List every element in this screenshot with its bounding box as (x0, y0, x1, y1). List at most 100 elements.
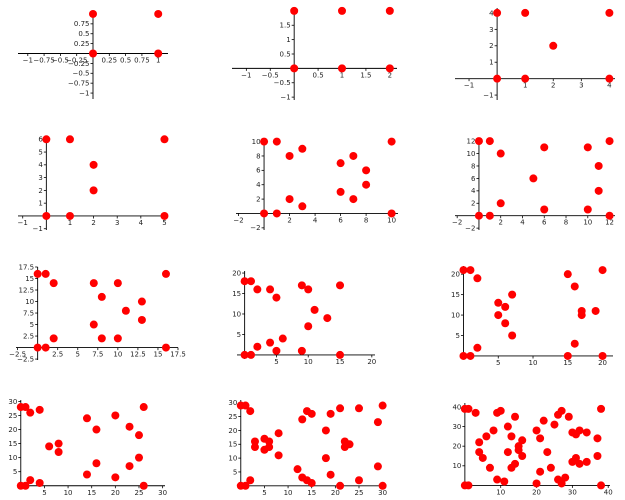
panel-3-data-point (549, 41, 558, 50)
panel-11-data-point (241, 481, 250, 490)
panel-10-y-tick-label: 5 (13, 468, 17, 476)
panel-7-x-tick-label: 5 (76, 351, 80, 359)
panel-6-data-point (474, 137, 483, 146)
panel-12-data-point (597, 404, 606, 413)
panel-8-data-point (253, 285, 262, 294)
panel-11-data-point (354, 404, 363, 413)
panel-3-y-tick-label: 3 (489, 26, 493, 34)
panel-10-data-point (26, 408, 35, 417)
panel-6-x-tick-label: 12 (605, 219, 614, 227)
panel-11-x-tick-label: 10 (284, 489, 293, 497)
panel-4-x-tick-label: −1 (18, 219, 28, 227)
panel-9-data-point (459, 266, 468, 275)
panel-4-data-point (42, 135, 51, 144)
panel-12-data-point (561, 473, 570, 482)
panel-1-y-tick-label: −0.5 (73, 70, 90, 78)
panel-6-y-tick-label: 2 (471, 200, 475, 208)
panel-10-data-point (92, 425, 101, 434)
panel-6-y-tick-label: 10 (467, 150, 476, 158)
panel-7-data-point (49, 334, 58, 343)
panel-12-data-point (475, 438, 484, 447)
panel-4-y-tick-label: 4 (38, 161, 43, 169)
panel-9-y-tick-label: 20 (451, 271, 460, 279)
panel-5-data-point (387, 137, 396, 146)
panel-6-data-point (594, 186, 603, 195)
panel-10-x-tick-label: 20 (111, 489, 120, 497)
panel-10-y-tick-label: 30 (8, 398, 17, 406)
panel-11-data-point (336, 481, 345, 490)
panel-12-x-tick-label: 40 (604, 488, 613, 496)
panel-12-data-point (564, 412, 573, 421)
panel-5-x-tick-label: 10 (387, 216, 396, 224)
panel-1-y-tick-label: −0.75 (68, 80, 89, 88)
panel-9-y-tick-label: 5 (456, 332, 460, 340)
panel-12-data-point (539, 416, 548, 425)
panel-6-y-tick-label: −2 (465, 225, 475, 233)
panel-12-data-point (485, 463, 494, 472)
panel-8-data-point (297, 346, 306, 355)
panel-4-y-tick-label: 2 (38, 187, 42, 195)
panel-3-x-tick-label: 1 (523, 82, 527, 90)
panel-11-data-point (250, 437, 259, 446)
panel-1-y-tick-label: 0.5 (78, 30, 89, 38)
panel-1-x-tick-label: 1 (156, 57, 160, 65)
panel-8-x-tick-label: 15 (336, 358, 345, 366)
panel-7-data-point (113, 279, 122, 288)
panel-11-x-tick-label: 5 (262, 489, 266, 497)
panel-10-data-point (134, 431, 143, 440)
panel-8-data-point (310, 305, 319, 314)
panel-12-y-tick-label: 10 (452, 462, 461, 470)
panel-2-y-tick-label: −1 (280, 94, 290, 102)
panel-11-data-point (274, 451, 283, 460)
panel-10-data-point (111, 411, 120, 420)
panel-11-data-point (321, 454, 330, 463)
panel-4-y-tick-label: 1 (38, 200, 42, 208)
panel-3-data-point (493, 8, 502, 17)
panel-2-y-tick-label: 0.5 (280, 50, 291, 58)
panel-8-x-tick-label: 10 (304, 358, 313, 366)
panel-11-x-tick-label: 20 (331, 489, 340, 497)
panel-12-data-point (593, 451, 602, 460)
panel-12-data-point (471, 408, 480, 417)
panel-1-x-tick-label: 0.75 (134, 57, 150, 65)
panel-12-data-point (482, 432, 491, 441)
panel-5-y-tick-label: −2 (250, 224, 260, 232)
panel-5-data-point (362, 166, 371, 175)
panel-11-data-point (246, 476, 255, 485)
panel-10-data-point (54, 448, 63, 457)
panel-12-data-point (536, 434, 545, 443)
panel-7-y-tick-label: −2.5 (17, 355, 34, 363)
panel-12-x-tick-label: 20 (532, 488, 541, 496)
panel-12-data-point (464, 481, 473, 490)
panel-12-data-point (475, 448, 484, 457)
panel-8-y-tick-label: 15 (232, 290, 241, 298)
panel-11-y-tick-label: 30 (228, 399, 237, 407)
panel-8-data-point (240, 350, 249, 359)
panel-8-data-point (240, 277, 249, 286)
panel-12-data-point (493, 475, 502, 484)
panel-12-data-point (575, 459, 584, 468)
panel-4-x-tick-label: 1 (68, 219, 72, 227)
panel-9-data-point (459, 351, 468, 360)
panel-10-data-point (21, 481, 30, 490)
panel-5-x-tick-label: 8 (364, 216, 368, 224)
panel-4-data-point (65, 135, 74, 144)
panel-9-data-point (591, 306, 600, 315)
panel-6-x-tick-label: 4 (520, 219, 525, 227)
panel-12-x-tick-label: 10 (496, 488, 505, 496)
panel-7-data-point (33, 269, 42, 278)
panel-12-data-point (532, 479, 541, 488)
panel-9-data-point (466, 266, 475, 275)
panel-10-x-tick-label: 25 (135, 489, 144, 497)
panel-11-data-point (326, 470, 335, 479)
panel-7-data-point (89, 320, 98, 329)
panel-1-x-tick-label: 0.25 (102, 57, 118, 65)
panel-1-y-tick-label: −1 (79, 89, 89, 97)
panel-5-data-point (336, 187, 345, 196)
panel-11-x-tick-label: 25 (355, 489, 364, 497)
panel-3-x-tick-label: 4 (607, 82, 612, 90)
panel-10-y-tick-label: 10 (8, 454, 17, 462)
panel-5-data-point (272, 209, 281, 218)
